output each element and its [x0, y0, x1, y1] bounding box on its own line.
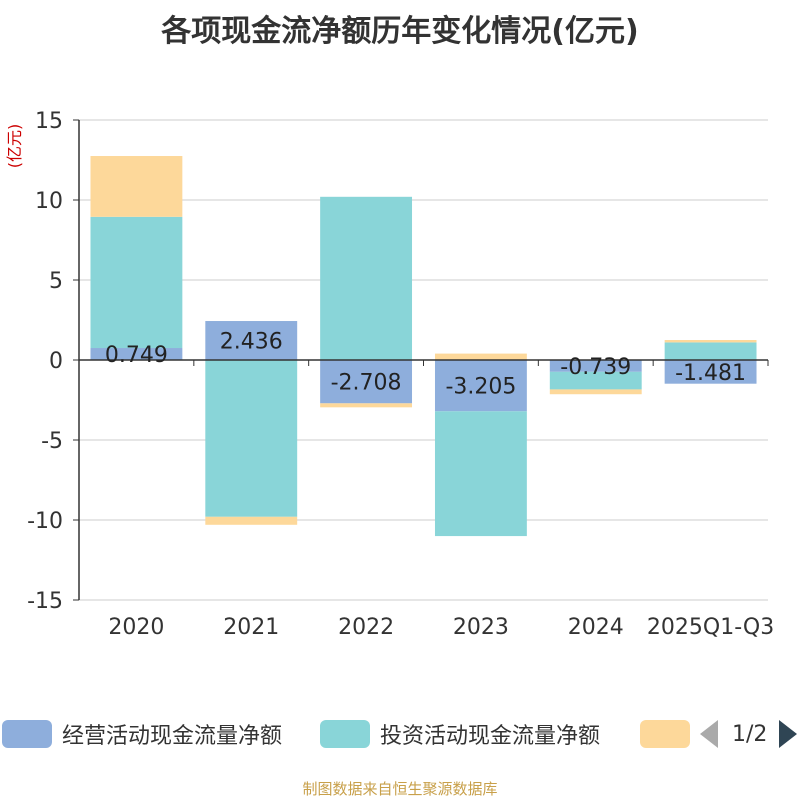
bar-1-1[interactable] — [205, 360, 298, 517]
legend-next-page-icon[interactable] — [779, 720, 798, 748]
bar-1-4[interactable] — [549, 371, 642, 390]
bar-0-1[interactable] — [205, 321, 298, 360]
bar-0-0[interactable] — [90, 348, 183, 360]
bar-2-1[interactable] — [205, 516, 298, 525]
y-tick-label: 0 — [49, 349, 63, 374]
legend-page-indicator: 1/2 — [732, 721, 768, 747]
legend-swatch-financing — [640, 720, 690, 748]
y-tick-label: 10 — [35, 189, 63, 214]
legend-item-investing[interactable]: 投资活动现金流量净额 — [320, 716, 600, 752]
chart-title: 各项现金流净额历年变化情况(亿元) — [161, 14, 639, 49]
data-label-0-4: -0.739 — [560, 355, 631, 380]
data-source-note: 制图数据来自恒生聚源数据库 — [302, 780, 498, 798]
bar-2-2[interactable] — [320, 403, 413, 408]
x-tick-label: 2022 — [338, 615, 394, 640]
bar-0-2[interactable] — [320, 360, 413, 404]
bar-0-4[interactable] — [549, 360, 642, 372]
x-tick-label: 2020 — [108, 615, 164, 640]
legend-item-financing[interactable] — [640, 716, 700, 752]
bar-1-2[interactable] — [320, 196, 413, 360]
axes: 15 10 5 0 -5 -10 -15 2020 2021 2022 2023 2024 2025Q1… — [27, 109, 774, 640]
bar-chart: 15 10 5 0 -5 -10 -15 2020 2021 2022 2023 2024 2025Q1… — [5, 109, 774, 640]
data-label-0-1: 2.436 — [220, 330, 283, 355]
legend-label-operating: 经营活动现金流量净额 — [62, 724, 283, 749]
x-tick-label: 2025Q1-Q3 — [647, 615, 774, 640]
data-labels: 0.749 2.436 -2.708 -3.205 -0.739 -1.481 — [105, 330, 746, 400]
bar-1-5[interactable] — [664, 342, 757, 360]
bar-2-0[interactable] — [90, 156, 183, 217]
bar-2-4[interactable] — [549, 389, 642, 395]
legend-swatch-investing — [320, 720, 370, 748]
bar-2-3[interactable] — [434, 353, 527, 360]
y-tick-label: 5 — [49, 269, 63, 294]
data-label-0-0: 0.749 — [105, 343, 168, 368]
bar-0-5[interactable] — [664, 360, 757, 384]
legend-item-operating[interactable]: 经营活动现金流量净额 — [2, 716, 282, 752]
legend-pager: 1/2 — [700, 716, 798, 752]
data-label-0-5: -1.481 — [675, 361, 746, 386]
bar-1-0[interactable] — [90, 216, 183, 349]
data-label-0-3: -3.205 — [445, 375, 516, 400]
legend-label-investing: 投资活动现金流量净额 — [380, 724, 601, 749]
y-tick-label: -5 — [41, 429, 63, 454]
y-tick-label: -15 — [27, 589, 63, 614]
gridlines — [79, 119, 768, 601]
x-tick-label: 2021 — [223, 615, 279, 640]
x-tick-label: 2024 — [568, 615, 624, 640]
bar-0-3[interactable] — [434, 360, 527, 412]
bar-1-3[interactable] — [434, 411, 527, 537]
bar-2-5[interactable] — [664, 340, 757, 343]
legend-swatch-operating — [2, 720, 52, 748]
data-label-0-2: -2.708 — [331, 371, 402, 396]
y-tick-label: -10 — [27, 509, 63, 534]
y-axis-label: (亿元) — [5, 124, 24, 169]
y-tick-label: 15 — [35, 109, 63, 134]
bar-series — [90, 156, 757, 537]
x-tick-label: 2023 — [453, 615, 509, 640]
legend-prev-page-icon[interactable] — [700, 720, 718, 748]
